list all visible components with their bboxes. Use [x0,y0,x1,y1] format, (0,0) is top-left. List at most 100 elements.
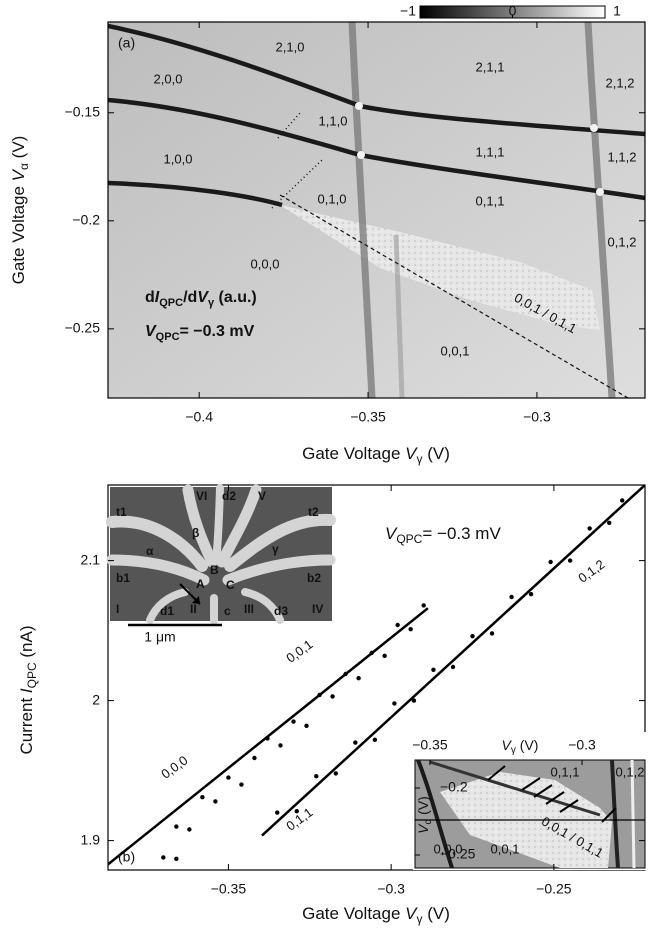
device-label: II [190,602,197,616]
label-part: (V) [422,904,449,923]
label-part: (V) [516,737,539,753]
x-tick-label: −0.35 [350,409,386,425]
map-y-tick-label: −0.25 [440,846,476,862]
label-part: α [423,819,434,825]
data-point [395,622,400,628]
region-label: 1,1,0 [319,113,348,128]
gate [106,554,210,586]
data-point [275,810,280,815]
label-part: I [155,289,160,306]
y-axis-label: Gate Voltage Vα (V) [9,136,31,285]
label-part: = −0.3 mV [180,323,255,340]
label-part: Gate Voltage [302,904,405,923]
data-point [161,855,166,860]
gate [222,554,336,586]
x-tick-label: −0.3 [523,409,551,425]
data-point [304,723,309,728]
colorbar-tick-label: 1 [613,3,621,19]
region-label: 0,1,2 [608,234,637,249]
region-label: 0,0,0 [434,841,463,856]
arrow [521,777,541,791]
line-label: 0,1,2 [575,557,607,586]
region-label: 0,1,0 [318,191,347,206]
transition-line [584,22,616,398]
device-label: I [116,602,119,616]
fit-line [261,485,645,837]
image-background [108,22,645,398]
data-point [509,594,514,600]
quantity-label: dIQPC/dVγ (a.u.) [145,289,257,309]
device-label: IV [312,602,323,616]
data-point [382,653,387,658]
y-tick-label: −0.15 [65,103,101,119]
data-point [252,755,257,761]
plot-marks [108,485,645,866]
transition-line [108,180,283,208]
y-axis-label: Current IQPC (nA) [17,625,39,754]
y-tick-label: 2 [92,691,100,707]
label-part: d [145,289,155,306]
transition-line [416,759,454,869]
arrow [487,765,506,781]
device-label: V [258,489,266,503]
data-point [548,559,553,565]
data-point [291,719,296,724]
crossing [590,124,598,132]
device-label: c [224,604,231,618]
arrow [545,791,565,805]
label-part: QPC [396,532,422,546]
label-part: QPC [25,662,39,688]
map-inset: 0,1,1 0,1,2 0,0,0 0,0,1 0,0,1 / 0,1,1 Vγ… [413,732,647,870]
data-point [333,771,339,776]
y-tick-label: 2.1 [81,551,101,567]
colorbar-tick-label: 0 [509,3,517,19]
device-label: d3 [274,604,288,618]
data-point [294,809,299,814]
data-point [431,667,436,672]
label-part: (V) [415,796,431,819]
label-part: (V) [422,444,449,463]
region-label: 2,1,1 [476,59,505,74]
data-point [567,558,573,563]
device-label: A [196,577,205,591]
label-part: (a.u.) [214,289,257,306]
y-tick-label: 1.9 [81,831,101,847]
data-point [239,782,244,787]
region-label: 0,0,1 [441,343,470,358]
data-point [356,676,361,681]
bias-label: VQPC= −0.3 mV [145,323,255,343]
device-label: t1 [116,505,127,519]
region-label: 2,1,2 [606,75,635,90]
data-point [421,603,426,608]
device-label: III [244,602,254,616]
gate [216,484,262,568]
map-y-tick-label: −0.2 [440,779,468,795]
line-label: 0,0,1 [283,637,315,666]
transition-line [429,760,601,817]
data-point [411,698,417,703]
region-label: 1,0,0 [164,151,193,166]
x-tick-label: −0.35 [211,881,247,897]
region-label: 0,1,1 [551,764,580,779]
label-part: Current [17,693,36,754]
device-label: VI [196,489,207,503]
device-label: t2 [308,505,319,519]
label-part: QPC [159,297,183,309]
arrows [487,765,617,823]
label-part: QPC [156,331,180,343]
y-tick-label: −0.25 [65,320,101,336]
plot-frame [107,484,646,871]
device-label: d1 [160,604,174,618]
data-point [470,634,475,639]
x-axis-label: Gate Voltage Vγ (V) [302,444,450,466]
data-point [372,737,378,742]
region-label: 0,0,0 [251,256,280,271]
line-label: 0,1,1 [283,805,315,834]
transition-line [348,22,376,398]
data-point [489,631,495,636]
map-x-label: Vγ (V) [502,737,539,756]
arrow [559,799,579,813]
data-point [174,856,179,861]
data-point [607,520,612,525]
